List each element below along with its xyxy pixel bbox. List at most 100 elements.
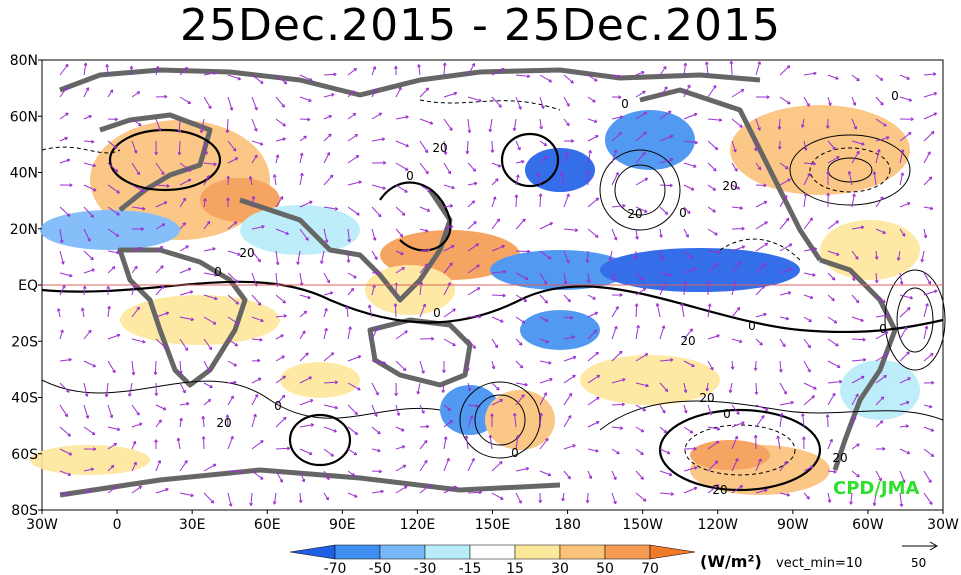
- contour-line: [896, 287, 934, 353]
- latitude-label: 80S: [11, 503, 38, 519]
- coastlines: [59, 67, 898, 498]
- contour-line: [599, 149, 681, 231]
- contour-label: 20: [722, 179, 737, 193]
- negative-anomaly: [490, 250, 630, 290]
- color-bar-tick-label: 15: [506, 561, 524, 575]
- contour-line: [108, 128, 222, 192]
- color-bar-segment: [289, 544, 336, 560]
- contour-label: 0: [433, 306, 441, 320]
- longitude-label: 30E: [179, 517, 206, 533]
- reference-vector-arrow: [902, 541, 939, 551]
- color-bar-tick-label: 50: [596, 561, 614, 575]
- credit-label: CPD/JMA: [833, 478, 920, 499]
- contour-label: 0: [891, 89, 899, 103]
- vector-minimum-label: vect_min=10: [776, 556, 863, 571]
- positive-anomaly: [120, 295, 280, 345]
- negative-anomaly: [605, 110, 695, 170]
- contour-line: [41, 280, 944, 334]
- positive-anomaly: [580, 355, 720, 405]
- negative-anomaly: [600, 248, 800, 292]
- contour-line: [599, 400, 944, 431]
- contour-label: 0: [511, 446, 519, 460]
- contour-line: [789, 134, 911, 206]
- latitude-label: 40S: [11, 391, 38, 407]
- latitude-label: 20N: [10, 222, 38, 238]
- color-bar-segment: [334, 544, 381, 560]
- longitude-label: 120W: [697, 517, 738, 533]
- contour-label: 0: [214, 265, 222, 279]
- contour-label: 20: [712, 483, 727, 497]
- contour-line: [379, 181, 452, 252]
- contour-label: 20: [432, 141, 447, 155]
- contour-line: [41, 146, 121, 154]
- positive-anomaly: [280, 362, 360, 398]
- contours: [41, 99, 946, 492]
- south-america-coast: [819, 257, 898, 471]
- africa-coast: [117, 247, 248, 388]
- longitude-label: 30W: [26, 517, 58, 533]
- longitude-label: 60E: [254, 517, 281, 533]
- color-bar-tick-label: 30: [551, 561, 569, 575]
- color-bar-tick-label: -70: [324, 561, 347, 575]
- contour-labels: 0 0 0 0 0 0 0 0 0 0 0 20 20 20 20 20 20 20 20 20: [214, 89, 899, 497]
- color-bar-tick-label: -15: [459, 561, 482, 575]
- negative-anomaly: [525, 148, 595, 192]
- arctic-coast: [59, 67, 761, 98]
- longitude-label: 90E: [329, 517, 356, 533]
- wind-vectors: [56, 60, 938, 507]
- latitude-labels: 80N 60N 40N 20N EQ 20S 40S 60S 80S: [10, 53, 42, 519]
- latitude-label: 60N: [10, 109, 38, 125]
- latitude-label: 40N: [10, 166, 38, 182]
- negative-anomaly: [520, 310, 600, 350]
- contour-label: 0: [679, 206, 687, 220]
- contour-label: 20: [832, 451, 847, 465]
- positive-anomaly: [730, 105, 910, 195]
- positive-anomaly: [820, 220, 920, 280]
- contour-line: [884, 269, 946, 371]
- north-america-coast: [639, 87, 823, 262]
- contour-line: [41, 379, 441, 419]
- latitude-label: 80N: [10, 53, 38, 69]
- reference-vector-label: 50: [911, 556, 927, 570]
- contour-label: 0: [723, 407, 731, 421]
- contour-line: [684, 424, 796, 476]
- contour-line: [827, 157, 873, 183]
- longitude-label: 30W: [927, 517, 959, 533]
- color-bar-segment: [469, 544, 516, 560]
- color-bar-segment: [514, 544, 561, 560]
- longitude-label: 60W: [852, 517, 884, 533]
- longitude-label: 150E: [475, 517, 511, 533]
- antarctica-coast: [59, 467, 561, 498]
- color-bar-segment: [559, 544, 606, 560]
- longitude-label: 150W: [622, 517, 663, 533]
- contour-label: 20: [699, 391, 714, 405]
- contour-line: [419, 99, 561, 111]
- contour-label: 20: [239, 246, 254, 260]
- contour-line: [809, 147, 891, 193]
- color-bar: -70 -50 -30 -15 15 30 50 70: [289, 544, 696, 575]
- map-title: 25Dec.2015 - 25Dec.2015: [179, 0, 782, 51]
- color-bar-segment: [604, 544, 651, 560]
- positive-anomaly: [485, 390, 555, 450]
- contour-label: 20: [627, 207, 642, 221]
- latitude-label: 60S: [11, 447, 38, 463]
- units-label: (W/m²): [700, 552, 762, 571]
- contour-label: 0: [879, 322, 887, 336]
- contour-label: 0: [406, 169, 414, 183]
- color-bar-segment: [424, 544, 471, 560]
- color-bar-tick-label: -30: [414, 561, 437, 575]
- color-bar-segment: [649, 544, 696, 560]
- contour-label: 0: [274, 399, 282, 413]
- negative-anomaly: [440, 385, 500, 435]
- contour-line: [719, 238, 801, 261]
- contour-line: [459, 381, 541, 459]
- longitude-label: 90W: [777, 517, 809, 533]
- longitude-label: 180: [554, 517, 581, 533]
- longitude-labels: 30W 0 30E 60E 90E 120E 150E 180 150W 120W 90W 60W 30…: [26, 510, 959, 533]
- negative-anomaly: [240, 205, 360, 255]
- contour-line: [614, 164, 666, 216]
- contour-line: [474, 394, 526, 446]
- contour-label: 0: [748, 319, 756, 333]
- south-asia-coast: [239, 188, 453, 303]
